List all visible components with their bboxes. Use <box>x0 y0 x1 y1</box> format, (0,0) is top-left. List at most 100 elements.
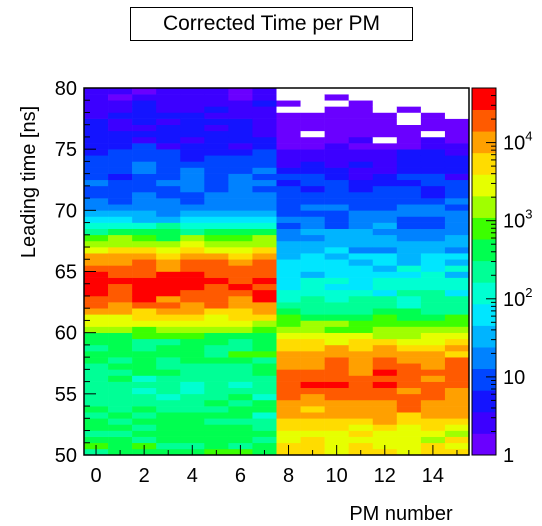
heatmap-cell <box>180 198 205 205</box>
heatmap-cell <box>84 191 109 199</box>
heatmap-cell <box>156 136 181 144</box>
heatmap-cell <box>180 222 205 229</box>
heatmap-cell <box>396 179 422 187</box>
heatmap-cell <box>324 436 349 444</box>
heatmap-cell <box>372 136 398 144</box>
heatmap-cell <box>156 112 181 119</box>
heatmap-cell <box>108 100 133 107</box>
heatmap-cell <box>156 344 181 352</box>
heatmap-cell <box>396 118 422 125</box>
heatmap-cell <box>372 106 398 113</box>
heatmap-cell <box>348 357 374 364</box>
heatmap-cell <box>300 289 325 297</box>
heatmap-cell <box>228 106 253 113</box>
heatmap-cell <box>372 204 398 211</box>
heatmap-cell <box>348 265 374 272</box>
heatmap-cell <box>372 320 398 327</box>
heatmap-cell <box>228 430 253 437</box>
colorbar-segment <box>472 239 496 262</box>
heatmap-cell <box>420 277 446 285</box>
heatmap-cell <box>348 149 374 156</box>
heatmap-cell <box>324 375 349 382</box>
heatmap-cell <box>348 228 374 236</box>
heatmap-cell <box>108 418 133 425</box>
heatmap-cell <box>276 185 301 193</box>
heatmap-cell <box>204 210 229 217</box>
heatmap-cell <box>324 302 349 309</box>
heatmap-cell <box>156 155 181 162</box>
heatmap-cell <box>228 332 253 340</box>
heatmap-cell <box>444 424 470 431</box>
heatmap-cell <box>396 198 422 205</box>
heatmap-cell <box>444 88 470 95</box>
heatmap-cell <box>84 399 109 407</box>
heatmap-cell <box>372 143 398 150</box>
heatmap-cell <box>180 375 205 382</box>
x-axis-ticks: 0 2 4 6 8 10 12 14 <box>90 445 458 487</box>
heatmap-cell <box>276 430 301 437</box>
heatmap-cell <box>204 375 229 382</box>
heatmap-cell <box>228 124 253 132</box>
heatmap-cell <box>84 363 109 370</box>
heatmap-cell <box>204 363 229 370</box>
heatmap-cell <box>156 271 181 278</box>
heatmap-cell <box>132 130 157 138</box>
x-tick-label: 4 <box>187 465 198 487</box>
heatmap-cell <box>132 375 157 382</box>
heatmap-cell <box>348 363 374 370</box>
heatmap-cell <box>132 234 157 242</box>
heatmap-cell <box>324 216 349 223</box>
heatmap-cell <box>108 381 133 389</box>
heatmap-cell <box>300 277 325 285</box>
heatmap-cell <box>420 381 446 389</box>
heatmap-cell <box>228 118 253 125</box>
heatmap-cell <box>300 155 325 162</box>
heatmap-cell <box>372 124 398 132</box>
heatmap-cell <box>324 314 349 321</box>
heatmap-cell <box>396 247 422 254</box>
heatmap-cell <box>300 357 325 364</box>
heatmap-cell <box>180 430 205 437</box>
heatmap-cell <box>348 271 374 278</box>
heatmap-cell <box>84 143 109 150</box>
heatmap-cell <box>276 222 301 229</box>
heatmap-cell <box>420 283 446 291</box>
heatmap-cell <box>276 228 301 236</box>
heatmap-cell <box>108 240 133 248</box>
heatmap-cell <box>132 228 157 236</box>
heatmap-cell <box>396 210 422 217</box>
y-axis-ticks: 50 55 60 65 70 75 80 <box>55 78 96 467</box>
heatmap-cell <box>108 210 133 217</box>
heatmap-cell <box>372 88 398 95</box>
heatmap-cell <box>276 216 301 223</box>
heatmap-cell <box>84 430 109 437</box>
y-tick-label: 75 <box>55 139 77 161</box>
heatmap-cell <box>324 271 349 278</box>
heatmap-cell <box>180 326 205 333</box>
heatmap-cell <box>420 320 446 327</box>
heatmap-cell <box>300 344 325 352</box>
heatmap-cell <box>372 308 398 315</box>
heatmap-cell <box>444 363 470 370</box>
heatmap-cell <box>276 326 301 333</box>
heatmap-cell <box>372 338 398 346</box>
heatmap-cell <box>324 277 349 285</box>
heatmap-cell <box>396 430 422 437</box>
heatmap-cell <box>180 259 205 266</box>
heatmap-cell <box>84 424 109 431</box>
heatmap-cell <box>300 185 325 193</box>
heatmap-cell <box>156 381 181 389</box>
heatmap-cell <box>132 94 157 101</box>
heatmap-cell <box>228 94 253 101</box>
heatmap-cell <box>228 406 253 413</box>
heatmap-cell <box>156 302 181 309</box>
heatmap-cell <box>204 369 229 376</box>
heatmap-cell <box>132 247 157 254</box>
heatmap-cell <box>252 228 277 236</box>
heatmap-cell <box>396 191 422 199</box>
heatmap-cell <box>252 436 277 444</box>
heatmap-cell <box>204 351 229 358</box>
y-tick-label: 60 <box>55 323 77 345</box>
heatmap-cell <box>132 436 157 444</box>
heatmap-cell <box>180 308 205 315</box>
